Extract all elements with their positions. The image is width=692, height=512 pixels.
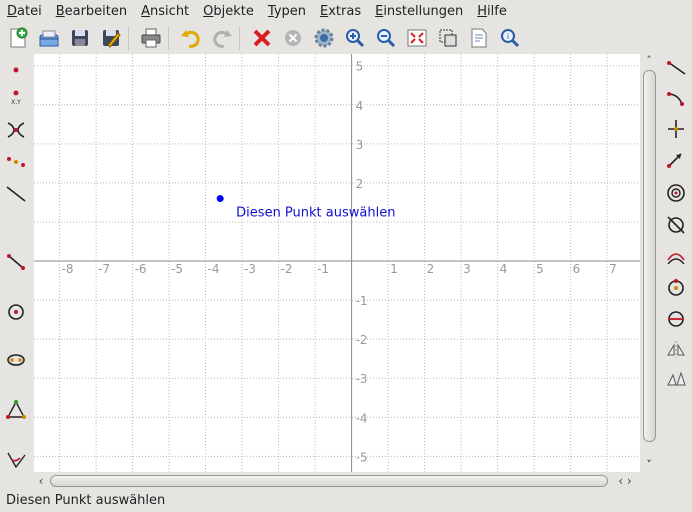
arc-three-points-icon[interactable] xyxy=(662,244,690,270)
zoom-in-icon[interactable] xyxy=(342,25,368,51)
x-tick-label: -7 xyxy=(98,262,110,276)
x-tick-label: 4 xyxy=(500,262,508,276)
right-toolbar-scroll-down-icon[interactable]: ˅ xyxy=(646,458,652,471)
y-tick-label: -5 xyxy=(356,450,368,464)
cancel-icon[interactable] xyxy=(280,25,306,51)
x-tick-label: -3 xyxy=(244,262,256,276)
menu-typen[interactable]: Typen xyxy=(267,3,306,19)
toolbar-separator xyxy=(128,26,129,50)
geometry-point[interactable] xyxy=(216,195,224,203)
x-tick-label: -2 xyxy=(281,262,293,276)
perpendicular-icon[interactable] xyxy=(662,116,690,142)
open-icon[interactable] xyxy=(36,25,62,51)
point-hover-label: Diesen Punkt auswählen xyxy=(236,206,395,221)
redo-icon[interactable] xyxy=(209,25,235,51)
scroll-left-icon[interactable]: ‹ xyxy=(38,474,44,488)
scroll-up-icon[interactable]: ˄ xyxy=(646,54,652,67)
y-tick-label: -2 xyxy=(356,333,368,347)
x-tick-label: 5 xyxy=(536,262,544,276)
status-text: Diesen Punkt auswählen xyxy=(6,493,166,508)
segment-icon[interactable] xyxy=(4,250,28,274)
circle-icon[interactable] xyxy=(4,300,28,324)
line-icon[interactable] xyxy=(4,182,28,206)
scroll-down-icon[interactable]: ˅ xyxy=(646,458,652,471)
concentric-circle-icon[interactable] xyxy=(662,180,690,206)
document-properties-icon[interactable] xyxy=(466,25,492,51)
vertical-scrollbar[interactable]: ˄ ˅ xyxy=(641,54,657,472)
x-tick-label: 6 xyxy=(573,262,581,276)
settings-icon[interactable] xyxy=(311,25,337,51)
midpoint-icon[interactable] xyxy=(4,150,28,174)
transformation-icon[interactable] xyxy=(662,366,690,392)
left-object-toolbar: X,Y xyxy=(0,54,32,474)
x-tick-label: 1 xyxy=(390,262,398,276)
menu-einstellungen[interactable]: Einstellungen xyxy=(375,3,464,19)
save-as-icon[interactable] xyxy=(98,25,124,51)
y-tick-label: -3 xyxy=(356,372,368,386)
x-tick-label: 2 xyxy=(427,262,435,276)
reflection-icon[interactable] xyxy=(662,336,690,362)
y-tick-label: -1 xyxy=(356,294,368,308)
fit-to-screen-icon[interactable] xyxy=(404,25,430,51)
scroll-right-icons[interactable]: ‹ › xyxy=(618,474,632,488)
menu-objekte[interactable]: Objekte xyxy=(203,3,254,19)
coordinate-plot[interactable]: -8 -7 -6 -5 -4 -3 -2 -1 1 2 3 4 5 6 7 5 4 3 2 -1 -2 -3 -4 -5 Die… xyxy=(34,54,640,472)
geometry-canvas[interactable]: -8 -7 -6 -5 -4 -3 -2 -1 1 2 3 4 5 6 7 5 4 3 2 -1 -2 -3 -4 -5 Die… xyxy=(34,54,640,472)
triangle-icon[interactable] xyxy=(4,398,28,422)
intersection-icon[interactable] xyxy=(4,118,28,142)
toolbar-separator xyxy=(239,26,240,50)
angle-icon[interactable] xyxy=(4,448,28,472)
point-by-coordinates-icon[interactable]: X,Y xyxy=(4,84,28,108)
horizontal-scroll-thumb[interactable] xyxy=(50,475,608,487)
toolbar-separator xyxy=(168,26,169,50)
y-tick-label: -4 xyxy=(356,411,368,425)
horizontal-scrollbar[interactable]: ‹ ‹ › xyxy=(34,473,640,489)
delete-icon[interactable] xyxy=(249,25,275,51)
right-object-toolbar xyxy=(660,54,692,394)
x-tick-label: -5 xyxy=(171,262,183,276)
undo-icon[interactable] xyxy=(178,25,204,51)
save-icon[interactable] xyxy=(67,25,93,51)
x-tick-label: 7 xyxy=(609,262,617,276)
circle-center-icon[interactable] xyxy=(662,274,690,300)
tangent-icon[interactable] xyxy=(662,212,690,238)
point-icon[interactable] xyxy=(4,58,28,82)
arc-icon[interactable] xyxy=(662,86,690,112)
x-tick-label: -1 xyxy=(317,262,329,276)
y-tick-label: 5 xyxy=(356,60,364,74)
menu-ansicht[interactable]: Ansicht xyxy=(141,3,190,19)
menu-hilfe[interactable]: Hilfe xyxy=(477,3,507,19)
y-tick-label: 4 xyxy=(356,99,364,113)
ray-icon[interactable] xyxy=(662,56,690,82)
status-bar: Diesen Punkt auswählen xyxy=(0,490,692,512)
new-document-icon[interactable] xyxy=(5,25,31,51)
conic-icon[interactable] xyxy=(4,348,28,372)
x-tick-label: -8 xyxy=(62,262,74,276)
main-toolbar: i xyxy=(0,22,692,54)
svg-text:i: i xyxy=(507,32,509,41)
menu-extras[interactable]: Extras xyxy=(320,3,362,19)
semicircle-icon[interactable] xyxy=(662,306,690,332)
y-tick-label: 2 xyxy=(356,177,364,191)
x-tick-label: -6 xyxy=(135,262,147,276)
vector-icon[interactable] xyxy=(662,146,690,172)
svg-text:X,Y: X,Y xyxy=(11,99,21,106)
menu-bearbeiten[interactable]: Bearbeiten xyxy=(55,3,128,19)
x-tick-label: 3 xyxy=(463,262,471,276)
find-icon[interactable]: i xyxy=(497,25,523,51)
zoom-out-icon[interactable] xyxy=(373,25,399,51)
vertical-scroll-thumb[interactable] xyxy=(643,70,656,442)
select-area-icon[interactable] xyxy=(435,25,461,51)
menu-datei[interactable]: Datei xyxy=(7,3,42,19)
x-tick-label: -4 xyxy=(208,262,220,276)
y-tick-label: 3 xyxy=(356,138,364,152)
menu-bar: Datei Bearbeiten Ansicht Objekte Typen Extras… xyxy=(0,0,692,22)
print-icon[interactable] xyxy=(138,25,164,51)
